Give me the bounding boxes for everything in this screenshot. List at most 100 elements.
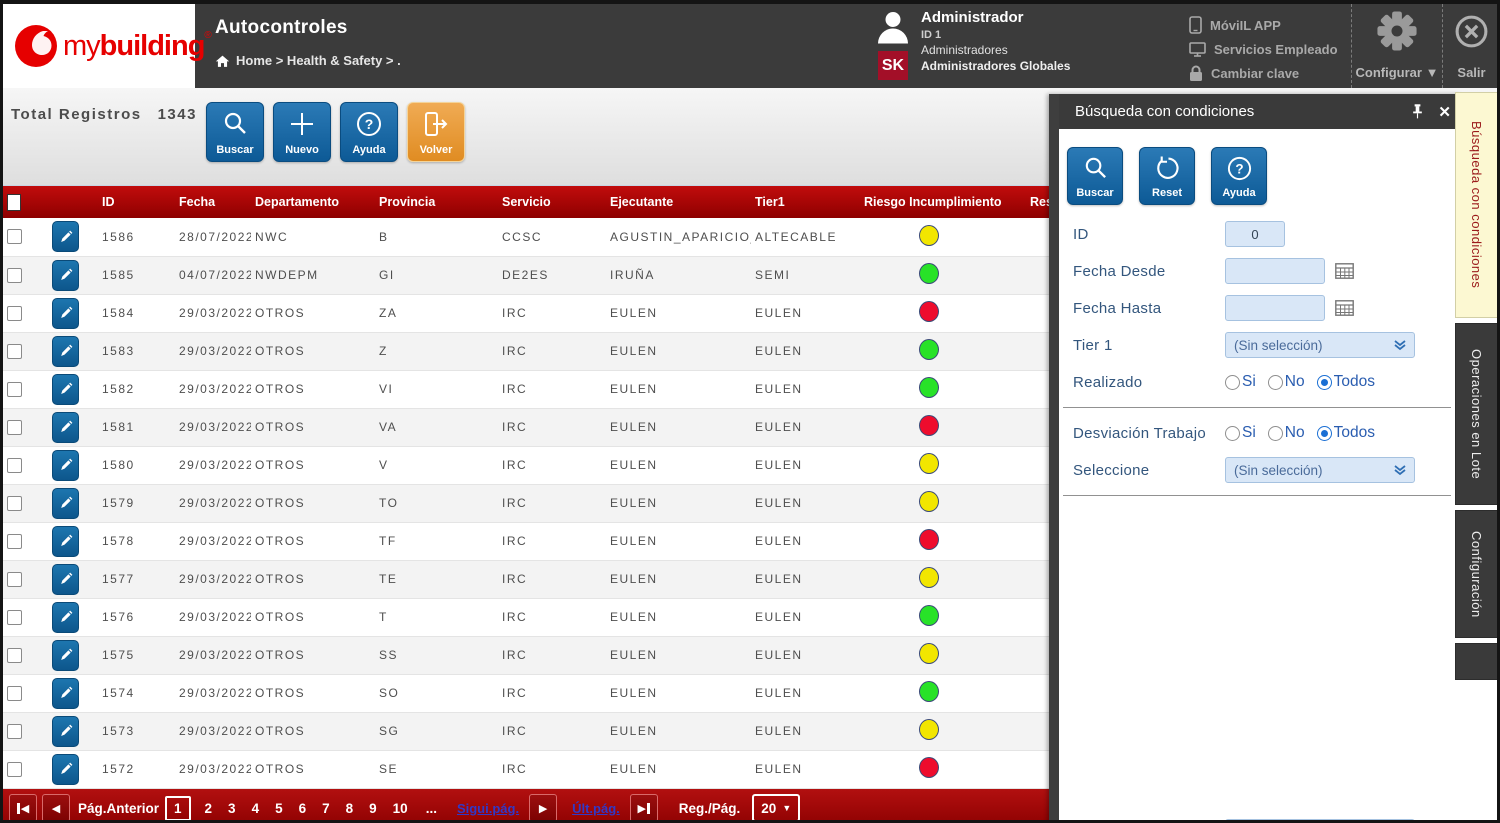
cell-departamento: NWDEPM — [251, 256, 375, 295]
pin-icon[interactable] — [1411, 103, 1424, 120]
page-number[interactable]: 2 — [204, 800, 213, 816]
row-checkbox[interactable] — [7, 305, 22, 321]
edit-row-button[interactable] — [52, 449, 79, 481]
row-checkbox[interactable] — [7, 419, 22, 435]
next-page-button[interactable]: ▶ — [529, 794, 558, 820]
cell-fecha: 29/03/2022 — [175, 484, 251, 523]
row-checkbox[interactable] — [7, 343, 22, 359]
side-tab-busqueda[interactable]: Búsqueda con condiciones — [1455, 92, 1497, 318]
calendar-icon[interactable] — [1335, 263, 1354, 279]
edit-row-button[interactable] — [52, 525, 79, 557]
calendar-icon[interactable] — [1335, 300, 1354, 316]
page-number[interactable]: 3 — [228, 800, 236, 816]
id-input[interactable] — [1225, 221, 1285, 247]
page-number[interactable]: 8 — [345, 800, 354, 816]
side-tab-configuracion[interactable]: Configuración — [1455, 510, 1497, 638]
fecha-hasta-input[interactable] — [1225, 295, 1325, 321]
panel-reset-button[interactable]: Reset — [1139, 147, 1195, 205]
realizado-radio-no[interactable]: No — [1267, 373, 1305, 391]
edit-row-button[interactable] — [52, 563, 79, 595]
realizado-radio-si[interactable]: Si — [1225, 373, 1256, 391]
cell-resultado — [1026, 256, 1051, 295]
page-number[interactable]: 1 — [165, 795, 191, 820]
next-page-link[interactable]: Sigui.pág. — [456, 800, 520, 816]
edit-row-button[interactable] — [52, 487, 79, 519]
row-checkbox[interactable] — [7, 495, 22, 511]
search-icon — [1082, 155, 1109, 182]
desviacion-radio-todos[interactable]: Todos — [1316, 424, 1375, 442]
page-number[interactable]: 7 — [322, 800, 330, 816]
svg-text:?: ? — [365, 116, 374, 132]
cell-resultado — [1026, 598, 1051, 637]
cell-servicio: IRC — [498, 636, 606, 675]
realizado-radio-todos[interactable]: Todos — [1316, 373, 1375, 391]
row-checkbox[interactable] — [7, 381, 22, 397]
row-checkbox[interactable] — [7, 457, 22, 473]
page-number[interactable]: 10 — [392, 800, 408, 816]
cell-provincia: TO — [375, 484, 498, 523]
clipped-field-select[interactable] — [1225, 819, 1415, 820]
row-checkbox[interactable] — [7, 229, 22, 245]
select-all-checkbox[interactable] — [7, 193, 21, 211]
edit-row-button[interactable] — [52, 259, 79, 291]
panel-ayuda-button[interactable]: ? Ayuda — [1211, 147, 1267, 205]
quick-link-movil-app[interactable]: MóviIL APP — [1189, 13, 1338, 37]
row-checkbox[interactable] — [7, 609, 22, 625]
quick-link-cambiar-clave[interactable]: Cambiar clave — [1189, 61, 1338, 85]
row-checkbox[interactable] — [7, 647, 22, 663]
seleccione-select[interactable]: (Sin selección) — [1225, 457, 1415, 483]
row-checkbox[interactable] — [7, 533, 22, 549]
row-checkbox[interactable] — [7, 761, 22, 777]
row-checkbox[interactable] — [7, 267, 22, 283]
page-number[interactable]: 9 — [369, 800, 377, 816]
prev-page-button[interactable]: ◀ — [42, 794, 70, 820]
desviacion-radio-si[interactable]: Si — [1225, 424, 1256, 442]
salir-button[interactable]: Salir — [1443, 4, 1497, 88]
top-header: mybuilding® Autocontroles Home > Health … — [3, 4, 1497, 88]
riesgo-indicator — [919, 339, 939, 360]
ayuda-button[interactable]: ? Ayuda — [340, 102, 398, 162]
nuevo-button[interactable]: Nuevo — [273, 102, 331, 162]
edit-row-button[interactable] — [52, 373, 79, 405]
edit-row-button[interactable] — [52, 335, 79, 367]
table-body: 158628/07/2022NWCBCCSCAGUSTIN_APARICIO_C… — [3, 218, 1051, 789]
volver-button[interactable]: Volver — [407, 102, 465, 162]
edit-row-button[interactable] — [52, 221, 79, 253]
panel-buscar-button[interactable]: Buscar — [1067, 147, 1123, 205]
page-number[interactable]: 5 — [275, 800, 283, 816]
edit-row-button[interactable] — [52, 715, 79, 747]
row-checkbox[interactable] — [7, 723, 22, 739]
row-checkbox[interactable] — [7, 685, 22, 701]
search-conditions-panel: Búsqueda con condiciones ✕ Buscar Reset — [1049, 94, 1461, 820]
panel-title: Búsqueda con condiciones — [1075, 103, 1255, 120]
edit-row-button[interactable] — [52, 411, 79, 443]
desviacion-radio-no[interactable]: No — [1267, 424, 1305, 442]
cell-ejecutante: EULEN — [606, 332, 751, 371]
column-header-servicio: Servicio — [498, 186, 606, 218]
edit-row-button[interactable] — [52, 677, 79, 709]
riesgo-indicator — [919, 301, 939, 322]
quick-link-servicios-empleado[interactable]: Servicios Empleado — [1189, 37, 1338, 61]
logout-icon — [1453, 13, 1490, 50]
fecha-desde-input[interactable] — [1225, 258, 1325, 284]
page-number[interactable]: 4 — [251, 800, 260, 816]
side-tab-operaciones[interactable]: Operaciones en Lote — [1455, 323, 1497, 505]
page-title: Autocontroles — [215, 17, 348, 38]
edit-row-button[interactable] — [52, 639, 79, 671]
tier1-select[interactable]: (Sin selección) — [1225, 332, 1415, 358]
edit-row-button[interactable] — [52, 753, 79, 785]
last-page-button[interactable]: ▶ — [629, 794, 658, 820]
page-number[interactable]: 6 — [298, 800, 307, 816]
first-page-button[interactable]: ◀ — [9, 794, 37, 820]
edit-row-button[interactable] — [52, 601, 79, 633]
edit-row-button[interactable] — [52, 297, 79, 329]
plus-icon — [288, 110, 316, 138]
cell-departamento: OTROS — [251, 598, 375, 637]
buscar-button[interactable]: Buscar — [206, 102, 264, 162]
close-icon[interactable]: ✕ — [1438, 103, 1451, 121]
row-checkbox[interactable] — [7, 571, 22, 587]
per-page-select[interactable]: 20 ▼ — [752, 794, 801, 820]
last-page-link[interactable]: Últ.pág. — [572, 800, 620, 816]
configurar-menu[interactable]: Configurar ▼ — [1351, 4, 1443, 88]
breadcrumb[interactable]: Home > Health & Safety > . — [215, 53, 401, 68]
